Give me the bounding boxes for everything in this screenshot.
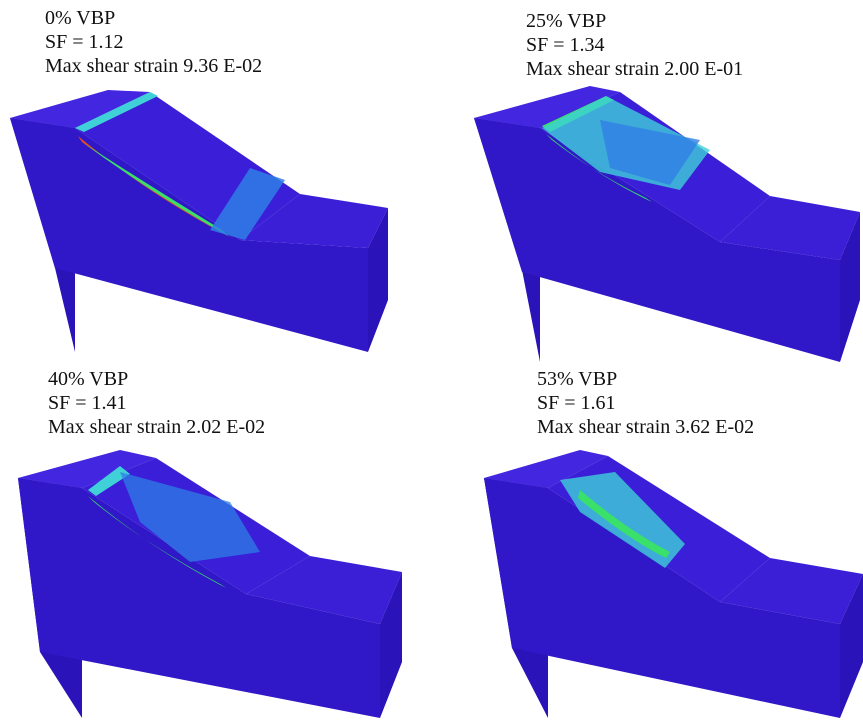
panel-label: 40% VBP SF = 1.41 Max shear strain 2.02 … [48, 367, 265, 439]
slope-model-53 [484, 450, 863, 718]
model-toe-face [246, 556, 402, 624]
model-front-face [484, 478, 840, 718]
model-front-face [474, 118, 840, 362]
model-front-face [18, 478, 380, 718]
strain-zone [120, 472, 260, 562]
model-toe-face [720, 558, 863, 624]
model-front-face [10, 118, 368, 352]
vbp-label: 0% VBP [45, 7, 116, 29]
model-toe-face [240, 194, 388, 248]
strain-zone-low [600, 120, 700, 185]
model-right-face [368, 208, 388, 352]
model-top-face [474, 86, 620, 128]
panel-label: 53% VBP SF = 1.61 Max shear strain 3.62 … [537, 367, 754, 439]
slope-model-40 [18, 450, 402, 718]
max-shear-strain-label: Max shear strain 3.62 E-02 [537, 416, 755, 438]
max-shear-strain-label: Max shear strain 2.02 E-02 [48, 416, 266, 438]
safety-factor-label: SF = 1.34 [526, 34, 605, 56]
model-top-face [18, 450, 156, 488]
shear-band [75, 92, 158, 132]
panel-label: 25% VBP SF = 1.34 Max shear strain 2.00 … [526, 9, 743, 81]
model-top-face [484, 450, 608, 488]
safety-factor-label: SF = 1.61 [537, 392, 616, 414]
safety-factor-label: SF = 1.41 [48, 392, 127, 414]
panel-label: 0% VBP SF = 1.12 Max shear strain 9.36 E… [45, 6, 262, 78]
vbp-label: 53% VBP [537, 368, 618, 390]
shear-band [88, 466, 130, 496]
vbp-label: 40% VBP [48, 368, 129, 390]
slope-model-0 [10, 90, 388, 352]
panel-0-vbp: 0% VBP SF = 1.12 Max shear strain 9.36 E… [0, 0, 430, 360]
slope-model-25 [474, 86, 860, 362]
model-top-face [10, 90, 150, 128]
model-toe-face [720, 196, 860, 260]
panel-53-vbp: 53% VBP SF = 1.61 Max shear strain 3.62 … [430, 362, 863, 724]
safety-factor-label: SF = 1.12 [45, 31, 124, 53]
max-shear-strain-label: Max shear strain 9.36 E-02 [45, 55, 263, 77]
vbp-label: 25% VBP [526, 10, 607, 32]
shear-band-green [578, 490, 670, 558]
strain-zone [210, 168, 285, 240]
model-right-face [380, 572, 402, 718]
panel-40-vbp: 40% VBP SF = 1.41 Max shear strain 2.02 … [0, 362, 430, 724]
max-shear-strain-label: Max shear strain 2.00 E-01 [526, 58, 744, 80]
panel-25-vbp: 25% VBP SF = 1.34 Max shear strain 2.00 … [430, 0, 863, 370]
shear-band-green [82, 142, 228, 236]
model-right-face [840, 212, 860, 362]
model-right-face [840, 574, 863, 718]
